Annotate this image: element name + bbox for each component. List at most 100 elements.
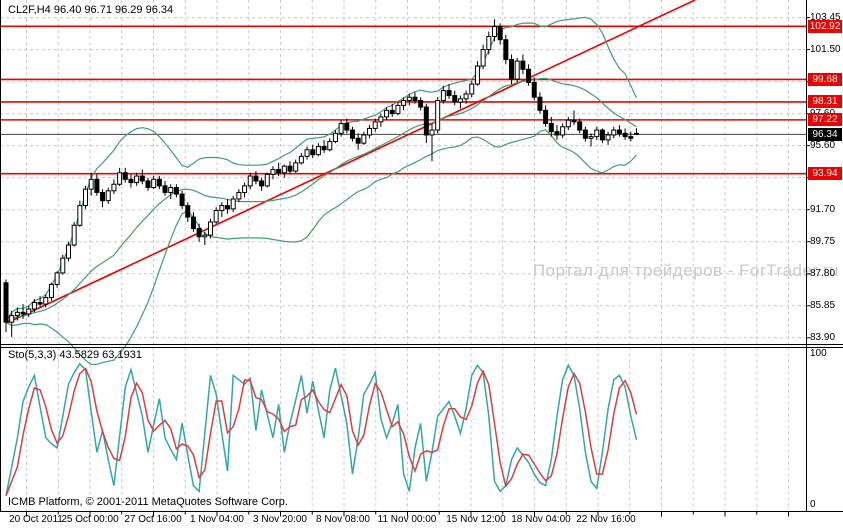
candle-body <box>236 191 242 200</box>
candle-body <box>213 210 219 223</box>
time-axis[interactable]: 20 Oct 2011 25 Oct 00:00 27 Oct 16:00 1 Nov… <box>0 512 843 528</box>
candle-body <box>253 175 259 182</box>
candle-body <box>509 58 515 80</box>
candle-body <box>474 65 480 85</box>
candle-body <box>599 129 605 141</box>
candle-body <box>162 185 168 193</box>
candle-body <box>355 137 361 144</box>
time-axis-label: 15 Nov 12:00 <box>446 514 506 525</box>
candle-body <box>622 132 628 138</box>
candle-body <box>173 187 179 195</box>
candle-body <box>156 178 162 187</box>
price-level-badge: 93.94 <box>808 167 842 181</box>
time-axis-label: 8 Nov 08:00 <box>316 514 370 525</box>
candle-body <box>128 178 134 184</box>
candle-body <box>423 106 429 136</box>
candle-body <box>435 99 441 131</box>
time-axis-label: 18 Nov 04:00 <box>511 514 571 525</box>
candle-body <box>440 90 446 101</box>
time-axis-label: 11 Nov 00:00 <box>377 514 437 525</box>
price-tick-label: 83.90 <box>810 331 836 343</box>
candle-body <box>60 257 66 274</box>
candle-body <box>611 129 617 136</box>
candle-body <box>463 93 469 100</box>
candle-body <box>293 162 299 172</box>
candle-body <box>605 134 611 141</box>
price-tick-label: 87.80 <box>810 267 836 279</box>
candle-body <box>190 216 196 230</box>
candle-body <box>616 129 622 134</box>
candle-body <box>298 155 304 164</box>
candle-body <box>100 191 106 202</box>
candle-body <box>628 136 634 139</box>
candle-body <box>287 165 293 172</box>
candle-body <box>151 178 157 189</box>
candle-body <box>179 193 185 207</box>
candle-body <box>548 122 554 133</box>
candle-body <box>20 311 26 315</box>
candle-body <box>338 122 344 134</box>
candle-body <box>71 224 77 246</box>
bollinger-band-line <box>5 77 637 323</box>
candle-body <box>418 99 424 108</box>
price-axis[interactable]: 103.45 101.50 97.60 95.60 91.70 89.75 87.80 85.… <box>806 0 843 512</box>
candle-body <box>168 187 174 193</box>
candle-body <box>321 145 327 151</box>
candle-body <box>367 127 373 136</box>
current-price-badge: 96.34 <box>808 127 842 141</box>
candle-body <box>401 99 407 106</box>
candle-body <box>537 96 543 111</box>
candle-body <box>480 49 486 67</box>
time-axis-label: 27 Oct 16:00 <box>124 514 182 525</box>
candle-body <box>43 297 49 305</box>
candle-body <box>264 173 270 187</box>
price-tick-label: 101.50 <box>810 43 841 55</box>
price-tick-label: 97.60 <box>810 108 835 119</box>
candle-body <box>88 178 94 190</box>
candle-body <box>310 149 316 156</box>
candle-body <box>276 168 282 174</box>
candle-body <box>514 60 520 80</box>
candle-body <box>406 96 412 101</box>
price-tick-label: 103.45 <box>810 11 841 23</box>
candle-body <box>633 132 639 135</box>
candle-body <box>3 282 9 323</box>
price-tick-label: 91.70 <box>810 203 836 215</box>
price-tick-label: 95.60 <box>810 139 836 151</box>
price-tick-label: 85.85 <box>810 299 836 311</box>
candle-body <box>270 168 276 175</box>
candle-body <box>111 183 117 192</box>
time-axis-label: 20 Oct 2011 <box>9 514 63 525</box>
candle-body <box>446 90 452 97</box>
candle-body <box>497 26 503 41</box>
candle-body <box>139 175 145 182</box>
candle-body <box>344 122 350 131</box>
candle-body <box>384 109 390 118</box>
candle-body <box>327 141 333 151</box>
candle-body <box>105 190 111 202</box>
candle-body <box>571 119 577 123</box>
stochastic-scale-max: 100 <box>810 348 827 359</box>
candle-body <box>469 83 475 95</box>
price-level-badge: 102.92 <box>808 19 842 33</box>
candle-body <box>554 131 560 136</box>
candle-body <box>543 109 549 124</box>
candle-body <box>315 145 321 156</box>
candle-body <box>531 81 537 98</box>
time-axis-label: 1 Nov 04:00 <box>190 514 244 525</box>
time-axis-label: 3 Nov 20:00 <box>253 514 307 525</box>
candle-body <box>196 228 202 238</box>
candle-body <box>389 109 395 115</box>
trendline[interactable] <box>6 0 696 324</box>
candle-body <box>9 315 15 323</box>
candle-body <box>372 121 378 129</box>
candle-body <box>452 95 458 103</box>
price-level-badge: 97.22 <box>808 113 842 127</box>
price-level-badge: 99.68 <box>808 72 842 86</box>
candle-body <box>26 308 32 315</box>
candle-body <box>31 301 37 310</box>
candle-body <box>281 165 287 174</box>
candle-body <box>117 172 123 185</box>
